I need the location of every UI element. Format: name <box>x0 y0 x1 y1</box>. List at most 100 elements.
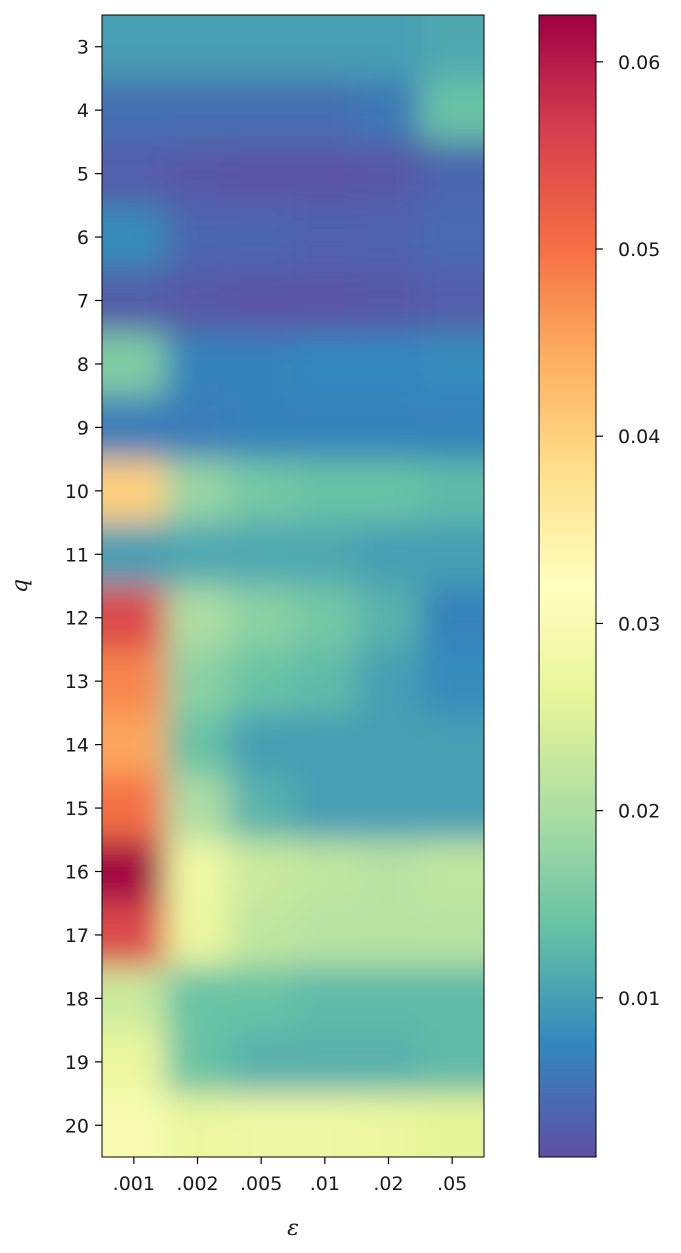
heatmap-cell <box>293 966 358 1031</box>
y-tick-label: 12 <box>65 608 89 630</box>
heatmap-cell <box>293 903 358 968</box>
heatmap-cell <box>165 966 230 1031</box>
heatmap-cell <box>102 395 167 460</box>
heatmap-cell <box>102 522 167 587</box>
heatmap-cell <box>293 1093 358 1157</box>
x-tick-label: .005 <box>240 1173 282 1195</box>
y-tick-label: 6 <box>77 227 89 249</box>
colorbar-tick-label: 0.01 <box>618 988 660 1010</box>
heatmap-cell <box>229 522 294 587</box>
heatmap-cell <box>420 903 484 968</box>
heatmap-cell <box>102 15 167 80</box>
heatmap-cell <box>229 776 294 841</box>
heatmap-cell <box>165 459 230 524</box>
heatmap-cell <box>229 15 294 80</box>
heatmap-cell <box>356 903 421 968</box>
heatmap-cell <box>420 395 484 460</box>
heatmap-cell <box>420 522 484 587</box>
heatmap-cell <box>293 586 358 651</box>
heatmap-cell <box>102 205 167 270</box>
y-tick-label: 5 <box>77 164 89 186</box>
y-tick-label: 20 <box>65 1115 89 1137</box>
y-tick-label: 11 <box>65 544 89 566</box>
x-tick-label: .002 <box>176 1173 218 1195</box>
heatmap-cell <box>102 141 167 206</box>
heatmap-cell <box>356 268 421 333</box>
y-tick-label: 10 <box>65 481 89 503</box>
heatmap-cell <box>229 839 294 904</box>
heatmap-cell <box>420 332 484 397</box>
heatmap-cell <box>356 586 421 651</box>
heatmap-cell <box>356 839 421 904</box>
colorbar-tick-label: 0.06 <box>618 52 660 74</box>
heatmap-cell <box>293 332 358 397</box>
heatmap-cell <box>229 1093 294 1157</box>
heatmap-cell <box>102 712 167 777</box>
heatmap-cell <box>102 268 167 333</box>
heatmap-cell <box>356 205 421 270</box>
heatmap-cell <box>165 712 230 777</box>
heatmap-cell <box>102 332 167 397</box>
heatmap-cell <box>420 776 484 841</box>
heatmap-cell <box>229 459 294 524</box>
heatmap-cell <box>356 712 421 777</box>
heatmap-cell <box>165 395 230 460</box>
heatmap-cell <box>229 268 294 333</box>
heatmap-cell <box>420 78 484 143</box>
heatmap-cell <box>102 649 167 714</box>
heatmap-cell <box>229 1030 294 1095</box>
y-axis-title: q <box>8 579 33 593</box>
heatmap-cell <box>165 205 230 270</box>
heatmap-cell <box>165 776 230 841</box>
heatmap-cell <box>229 586 294 651</box>
heatmap-cell <box>165 15 230 80</box>
heatmap-cell <box>420 586 484 651</box>
heatmap-cell <box>229 205 294 270</box>
heatmap-cell <box>293 649 358 714</box>
heatmap-cell <box>356 459 421 524</box>
heatmap-cell <box>293 776 358 841</box>
heatmap-cell <box>420 15 484 80</box>
heatmap-cell <box>420 268 484 333</box>
colorbar-tick-label: 0.03 <box>618 613 660 635</box>
heatmap-cell <box>420 839 484 904</box>
heatmap-cell <box>356 78 421 143</box>
y-tick-label: 15 <box>65 798 89 820</box>
heatmap-cell <box>293 141 358 206</box>
heatmap-cell <box>356 649 421 714</box>
heatmap-cell <box>229 141 294 206</box>
heatmap-cell <box>229 903 294 968</box>
heatmap-cell <box>165 268 230 333</box>
y-tick-label: 7 <box>77 291 89 313</box>
y-axis: 3 4 5 6 7 8 9 10 11 12 13 14 15 16 17 18 19 20 <box>65 37 102 1137</box>
y-tick-label: 19 <box>65 1052 89 1074</box>
heatmap-cell <box>420 459 484 524</box>
heatmap-cell <box>229 78 294 143</box>
heatmap-cell <box>293 395 358 460</box>
heatmap-cell <box>102 78 167 143</box>
y-tick-label: 17 <box>65 925 89 947</box>
y-tick-label: 3 <box>77 37 89 59</box>
heatmap-cell <box>293 78 358 143</box>
heatmap-cell <box>102 586 167 651</box>
heatmap-cell <box>356 1093 421 1157</box>
x-axis-title: ε <box>287 1216 299 1241</box>
heatmap-cell <box>102 776 167 841</box>
heatmap-cell <box>165 78 230 143</box>
heatmap-cell <box>165 839 230 904</box>
heatmap-cell <box>356 522 421 587</box>
y-tick-label: 16 <box>65 862 89 884</box>
heatmap-cell <box>293 268 358 333</box>
colorbar-tick-label: 0.05 <box>618 239 660 261</box>
x-tick-label: .05 <box>437 1173 467 1195</box>
heatmap-cell <box>420 1030 484 1095</box>
heatmap-cell <box>165 332 230 397</box>
heatmap-cell <box>293 459 358 524</box>
heatmap-cell <box>102 966 167 1031</box>
heatmap-cell <box>165 586 230 651</box>
heatmap-cell <box>420 712 484 777</box>
heatmap-cell <box>356 395 421 460</box>
heatmap-cell <box>229 332 294 397</box>
heatmap-cell <box>356 776 421 841</box>
